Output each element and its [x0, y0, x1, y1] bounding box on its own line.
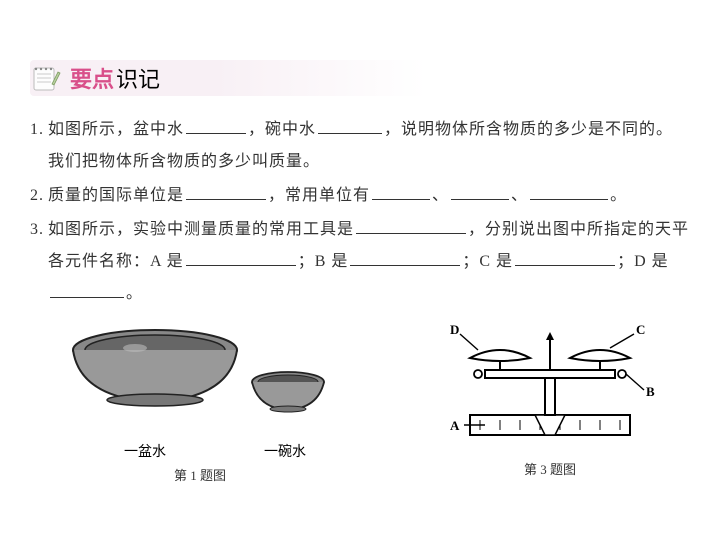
header-pill: 要点 — [70, 62, 114, 94]
figure-1: 一盆水 一碗水 第 1 题图 — [60, 320, 340, 484]
question-2: 2. 质量的国际单位是，常用单位有、、。 — [30, 180, 690, 212]
question-3: 3. 如图所示，实验中测量质量的常用工具是，分别说出图中所指定的天平各元件名称：… — [30, 214, 690, 310]
header-suffix: 识记 — [116, 62, 160, 94]
blank[interactable] — [515, 248, 615, 266]
blank[interactable] — [186, 248, 296, 266]
q-num: 3. — [30, 214, 44, 310]
section-header: 要点 识记 — [30, 60, 690, 96]
blank[interactable] — [186, 116, 246, 134]
basin-label: 一盆水 — [60, 441, 230, 461]
svg-text:D: D — [450, 322, 459, 337]
q-num: 1. — [30, 114, 44, 178]
blank[interactable] — [186, 182, 266, 200]
blank[interactable] — [451, 182, 509, 200]
blank[interactable] — [372, 182, 430, 200]
basin-bowl-illustration — [60, 320, 340, 430]
svg-text:B: B — [646, 384, 655, 399]
header-pill-text: 要点 — [70, 62, 114, 94]
q-body: 如图所示，实验中测量质量的常用工具是，分别说出图中所指定的天平各元件名称：A 是… — [48, 214, 690, 310]
bowl-label: 一碗水 — [230, 441, 340, 461]
question-1: 1. 如图所示，盆中水，碗中水，说明物体所含物质的多少是不同的。我们把物体所含物… — [30, 114, 690, 178]
svg-text:C: C — [636, 322, 645, 337]
balance-scale-illustration: D C B A — [430, 320, 670, 450]
notepad-icon — [30, 62, 62, 94]
svg-text:A: A — [450, 418, 460, 433]
question-list: 1. 如图所示，盆中水，碗中水，说明物体所含物质的多少是不同的。我们把物体所含物… — [30, 114, 690, 310]
blank[interactable] — [318, 116, 382, 134]
q-body: 质量的国际单位是，常用单位有、、。 — [48, 180, 690, 212]
q-num: 2. — [30, 180, 44, 212]
blank[interactable] — [356, 216, 466, 234]
q-body: 如图所示，盆中水，碗中水，说明物体所含物质的多少是不同的。我们把物体所含物质的多… — [48, 114, 690, 178]
figure-1-caption: 第 1 题图 — [60, 465, 340, 484]
figure-3-caption: 第 3 题图 — [420, 459, 680, 478]
blank[interactable] — [530, 182, 608, 200]
blank[interactable] — [350, 248, 460, 266]
bowl-labels: 一盆水 一碗水 — [60, 441, 340, 461]
blank[interactable] — [50, 280, 124, 298]
figures-row: 一盆水 一碗水 第 1 题图 D — [30, 320, 690, 484]
figure-3: D C B A 第 3 题图 — [420, 320, 680, 484]
